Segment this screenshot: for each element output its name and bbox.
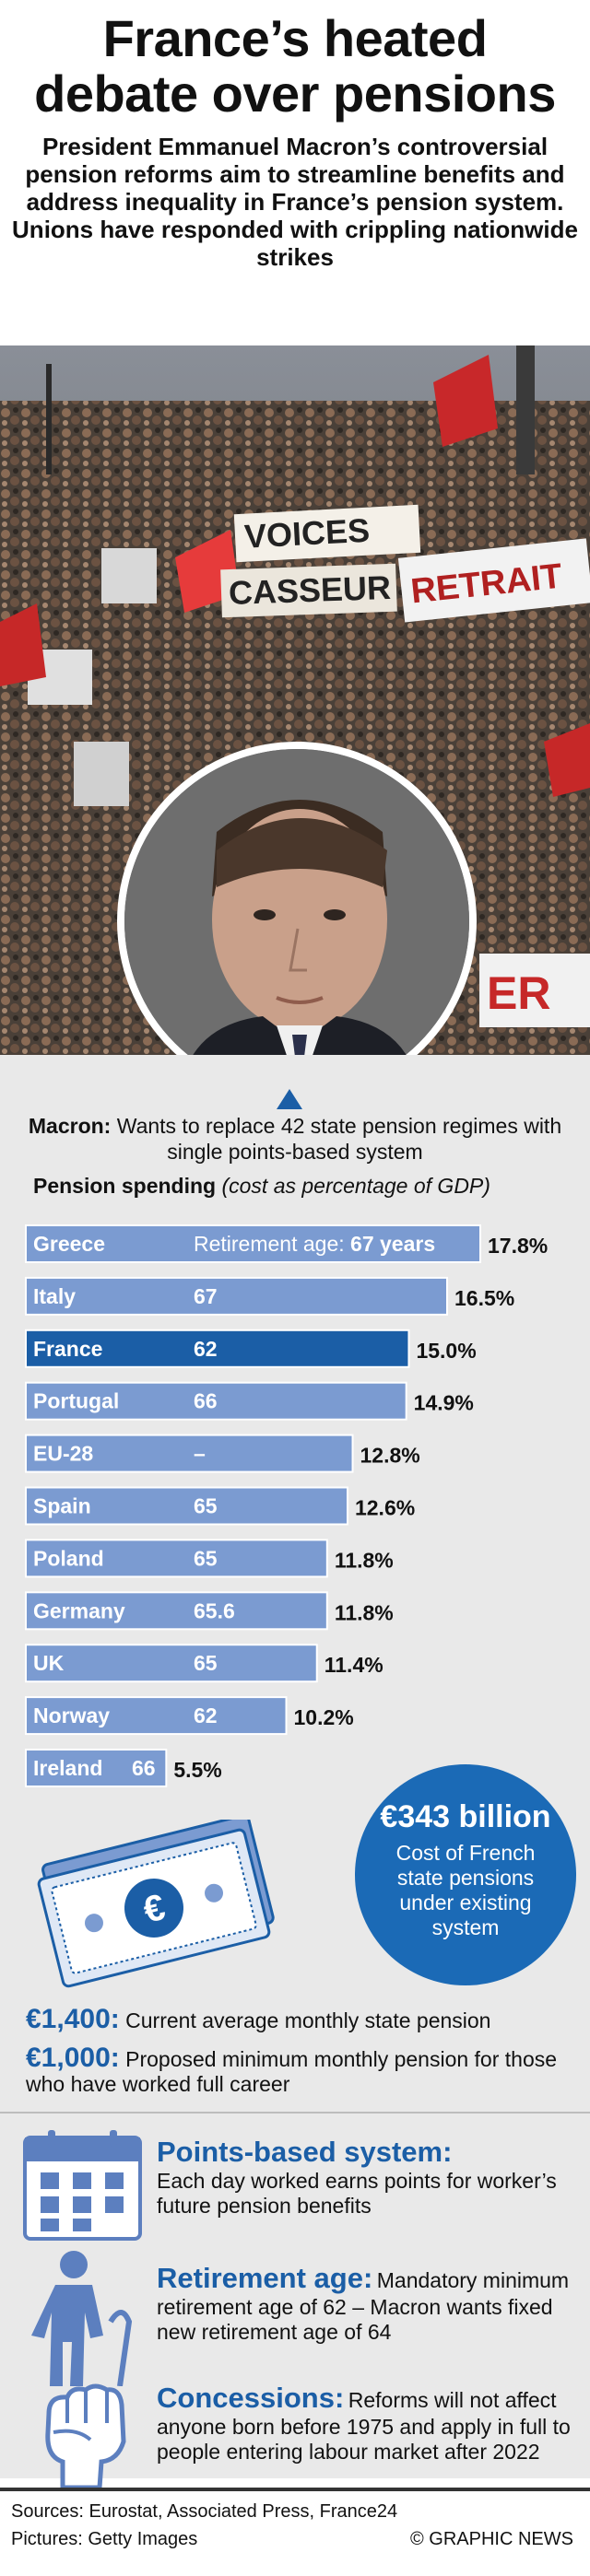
fact-amount: €1,400: [26,2004,120,2034]
block-title: Points-based system: [157,2136,453,2168]
fact-minimum-pension: €1,000: Proposed minimum monthly pension… [26,2043,579,2097]
title-line-2: debate over pensions [34,64,556,123]
cost-amount: €343 billion [380,1799,551,1834]
block-title: Retirement age: [157,2262,373,2294]
page-title: France’s heated debate over pensions [0,0,590,122]
fact-text: Current average monthly state pension [125,2008,491,2032]
cost-badge: €343 billion Cost of French state pensio… [355,1764,576,1985]
block-text: Mandatory minimum retirement age of 62 –… [157,2268,570,2344]
retirement-age-block: Retirement age: Mandatory minimum retire… [157,2262,581,2345]
protest-photo: VOICES CASSEUR RETRAIT ER [0,345,590,1055]
points-based-block: Points-based system: Each day worked ear… [157,2136,581,2219]
cost-description: Cost of French state pensions under exis… [395,1841,536,1939]
title-line-1: France’s heated [102,9,488,67]
macron-note-text: Wants to replace 42 state pension regime… [116,1114,562,1164]
sources-text: Sources: Eurostat, Associated Press, Fra… [11,2501,398,2522]
macron-face-image [124,749,469,1094]
header: France’s heated debate over pensions Pre… [0,0,590,345]
macron-portrait [117,742,477,1101]
sign-casseur: CASSEUR [228,568,391,612]
footer-rule [0,2488,590,2491]
fact-text: Proposed minimum monthly pension for tho… [26,2047,558,2096]
fact-amount: €1,000: [26,2043,120,2073]
macron-note-label: Macron: [28,1114,112,1138]
copyright-credit: © GRAPHIC NEWS [410,2529,573,2549]
footer: Sources: Eurostat, Associated Press, Fra… [0,2492,590,2576]
protest-crowd-image: VOICES CASSEUR RETRAIT ER [0,345,590,1055]
elderly-person-icon [18,2248,148,2391]
block-text: Each day worked earns points for worker’… [157,2169,557,2218]
concessions-block: Concessions: Reforms will not affect any… [157,2382,581,2465]
block-title: Concessions: [157,2382,345,2414]
raised-fist-icon [26,2377,146,2492]
chart-title-note: (cost as percentage of GDP) [221,1174,490,1198]
sign-er: ER [487,967,550,1019]
block-text: Reforms will not affect anyone born befo… [157,2388,571,2464]
macron-note: Macron: Wants to replace 42 state pensio… [0,1113,590,1165]
chart-title-main: Pension spending [33,1174,217,1198]
calendar-icon [20,2128,145,2248]
pointer-triangle [277,1089,302,1109]
sign-voices: VOICES [243,511,371,556]
chart-title: Pension spending (cost as percentage of … [33,1174,490,1199]
euro-banknotes-icon: € [28,1814,295,1995]
divider [0,2112,590,2113]
pictures-credit: Pictures: Getty Images [11,2529,198,2549]
page-subtitle: President Emmanuel Macron’s controversia… [12,133,578,271]
fact-average-pension: €1,400: Current average monthly state pe… [26,2004,579,2034]
